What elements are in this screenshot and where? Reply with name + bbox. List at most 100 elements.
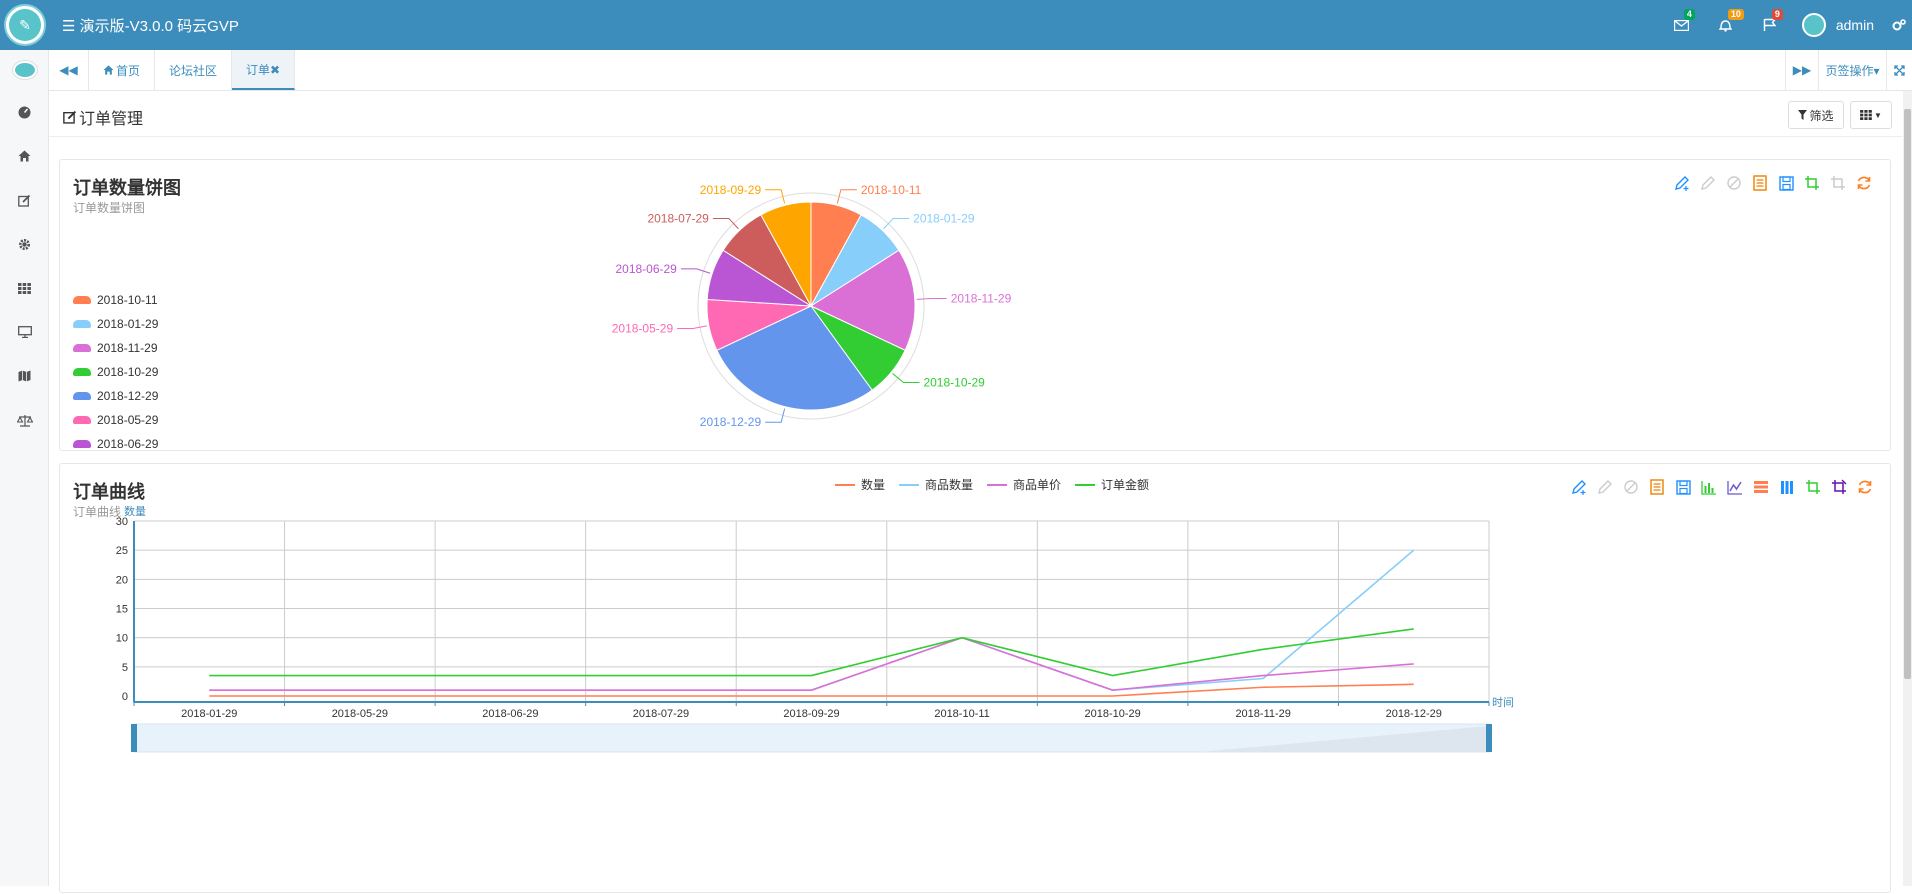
columns-dropdown-button[interactable]: ▼	[1850, 101, 1892, 129]
series-line[interactable]	[209, 636, 1414, 691]
pie-slice[interactable]	[810, 305, 906, 391]
edit-icon	[63, 110, 77, 124]
save-image-button[interactable]	[1773, 172, 1799, 194]
series-line[interactable]	[209, 628, 1414, 677]
page-operations-dropdown[interactable]: 页签操作▾	[1818, 50, 1886, 90]
series-line[interactable]	[209, 549, 1415, 691]
legend-label: 数量	[861, 478, 886, 492]
line-legend-item[interactable]: 数量	[835, 476, 885, 493]
legend-swatch	[73, 392, 91, 400]
logo-icon: ✎	[9, 9, 41, 41]
sidebar-item-map[interactable]	[0, 354, 49, 398]
y-tick-label: 15	[116, 604, 128, 616]
grid-icon	[1860, 110, 1872, 120]
pie-label-line	[836, 189, 857, 204]
sidebar-item-home[interactable]	[0, 134, 49, 178]
zoom-reset-button[interactable]	[1825, 172, 1851, 194]
pie-slice[interactable]	[810, 201, 862, 307]
legend-swatch	[73, 416, 91, 424]
tab-bar-right: ▶▶ 页签操作▾	[1785, 50, 1912, 90]
pie-slice[interactable]	[706, 298, 812, 351]
stack-view-button[interactable]	[1748, 476, 1774, 498]
pie-slice[interactable]	[706, 249, 812, 307]
filter-label: 筛选	[1809, 108, 1834, 123]
pie-label-line	[765, 189, 786, 204]
fullscreen-button[interactable]	[1886, 50, 1912, 90]
page-title-text: 订单管理	[79, 111, 144, 128]
line-legend-item[interactable]: 订单金额	[1075, 476, 1149, 493]
caret-down-icon: ▼	[1874, 110, 1882, 120]
line-view-button[interactable]	[1722, 476, 1748, 498]
mark-undo-button[interactable]	[1695, 172, 1721, 194]
messages-button[interactable]: 4	[1660, 0, 1704, 50]
sidebar-item-edit[interactable]	[0, 178, 49, 222]
data-view-button[interactable]	[1644, 476, 1670, 498]
zoom-tool-button[interactable]	[1799, 172, 1825, 194]
tab-label: 首页	[116, 63, 141, 78]
pie-slice[interactable]	[722, 214, 812, 307]
map-icon	[18, 370, 31, 382]
user-menu[interactable]: admin	[1801, 13, 1874, 37]
scrollbar-thumb[interactable]	[1904, 109, 1911, 679]
pie-legend-item[interactable]: 2018-10-29	[73, 360, 158, 384]
mark-undo-button[interactable]	[1592, 476, 1618, 498]
line-legend-item[interactable]: 商品数量	[899, 476, 973, 493]
x-tick-label: 2018-01-29	[181, 708, 237, 720]
mark-tool-button[interactable]	[1566, 476, 1592, 498]
mark-clear-button[interactable]	[1721, 172, 1747, 194]
home-icon	[103, 65, 114, 75]
restore-button[interactable]	[1851, 172, 1877, 194]
pie-legend-item[interactable]: 2018-10-11	[73, 288, 158, 312]
mark-tool-button[interactable]	[1669, 172, 1695, 194]
notifications-button[interactable]: 10	[1704, 0, 1748, 50]
tab-home[interactable]: 首页	[89, 50, 156, 90]
tab-scroll-left-button[interactable]: ◀◀	[49, 50, 89, 90]
sidebar-item-grid[interactable]	[0, 266, 49, 310]
pie-legend-item[interactable]: 2018-12-29	[73, 384, 158, 408]
pie-legend-item[interactable]: 2018-11-29	[73, 336, 158, 360]
pencil-icon	[1572, 480, 1586, 495]
restore-button[interactable]	[1852, 476, 1878, 498]
pie-slice[interactable]	[809, 249, 916, 351]
mark-clear-button[interactable]	[1618, 476, 1644, 498]
datazoom-handle-left[interactable]	[131, 724, 137, 752]
datazoom-handle-right[interactable]	[1486, 724, 1492, 752]
save-image-button[interactable]	[1670, 476, 1696, 498]
tasks-button[interactable]: 9	[1748, 0, 1792, 50]
pie-slice[interactable]	[716, 305, 873, 411]
control-sidebar-button[interactable]	[1886, 0, 1912, 50]
zoom-tool-button[interactable]	[1800, 476, 1826, 498]
pie-legend-item[interactable]: 2018-06-29	[73, 432, 158, 456]
legend-label: 2018-11-29	[97, 341, 158, 355]
tab-orders[interactable]: 订单✖	[232, 50, 296, 90]
sidebar-user[interactable]	[0, 50, 49, 90]
app-logo[interactable]: ✎	[4, 4, 46, 46]
pie-legend-item[interactable]: 2018-01-29	[73, 312, 158, 336]
x-tick-label: 2018-07-29	[633, 708, 689, 720]
sidebar-item-dashboard[interactable]	[0, 90, 49, 134]
sidebar-item-monitor[interactable]	[0, 310, 49, 354]
sidebar-item-settings[interactable]	[0, 222, 49, 266]
data-view-button[interactable]	[1747, 172, 1773, 194]
x-tick-label: 2018-10-29	[1084, 708, 1140, 720]
page-scrollbar[interactable]	[1903, 91, 1912, 886]
tab-scroll-right-button[interactable]: ▶▶	[1785, 50, 1818, 90]
bar-view-button[interactable]	[1696, 476, 1722, 498]
menu-toggle-icon[interactable]: ☰	[62, 18, 76, 35]
filter-icon	[1798, 110, 1808, 120]
app-title[interactable]: ☰ 演示版-V3.0.0 码云GVP	[62, 15, 239, 36]
tiled-view-button[interactable]	[1774, 476, 1800, 498]
sidebar-item-balance[interactable]	[0, 398, 49, 442]
series-line[interactable]	[209, 683, 1414, 697]
pie-slice[interactable]	[760, 201, 812, 307]
tab-forum[interactable]: 论坛社区	[155, 50, 233, 90]
line-legend-item[interactable]: 商品单价	[987, 476, 1061, 493]
pie-slice[interactable]	[810, 214, 900, 307]
monitor-icon	[17, 326, 32, 338]
zoom-reset-button[interactable]	[1826, 476, 1852, 498]
grid-icon	[18, 282, 31, 294]
main-content: 订单管理 筛选 ▼ 订单数量饼图 订单数量饼图 2018-10-11 2018-0…	[49, 91, 1903, 893]
pie-legend-item[interactable]: 2018-05-29	[73, 408, 158, 432]
messages-badge: 4	[1683, 9, 1695, 20]
filter-button[interactable]: 筛选	[1788, 101, 1844, 129]
